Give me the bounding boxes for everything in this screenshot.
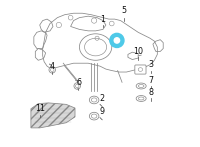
Circle shape <box>74 83 80 89</box>
Text: 6: 6 <box>76 78 81 87</box>
Text: 4: 4 <box>50 62 55 71</box>
Polygon shape <box>128 52 138 60</box>
Ellipse shape <box>89 96 99 104</box>
Text: 9: 9 <box>100 107 105 116</box>
Polygon shape <box>31 103 75 128</box>
Text: 7: 7 <box>148 76 153 85</box>
Text: 10: 10 <box>133 47 143 56</box>
Ellipse shape <box>89 112 99 120</box>
Circle shape <box>110 33 124 47</box>
Text: 11: 11 <box>35 104 45 113</box>
Circle shape <box>49 67 55 73</box>
Text: 5: 5 <box>121 6 126 15</box>
Text: 3: 3 <box>148 60 153 69</box>
Text: 2: 2 <box>100 94 105 103</box>
Ellipse shape <box>136 83 146 89</box>
Circle shape <box>114 38 120 43</box>
FancyBboxPatch shape <box>135 65 146 74</box>
Text: 8: 8 <box>148 88 153 97</box>
Text: 1: 1 <box>100 15 105 24</box>
Ellipse shape <box>136 96 146 101</box>
